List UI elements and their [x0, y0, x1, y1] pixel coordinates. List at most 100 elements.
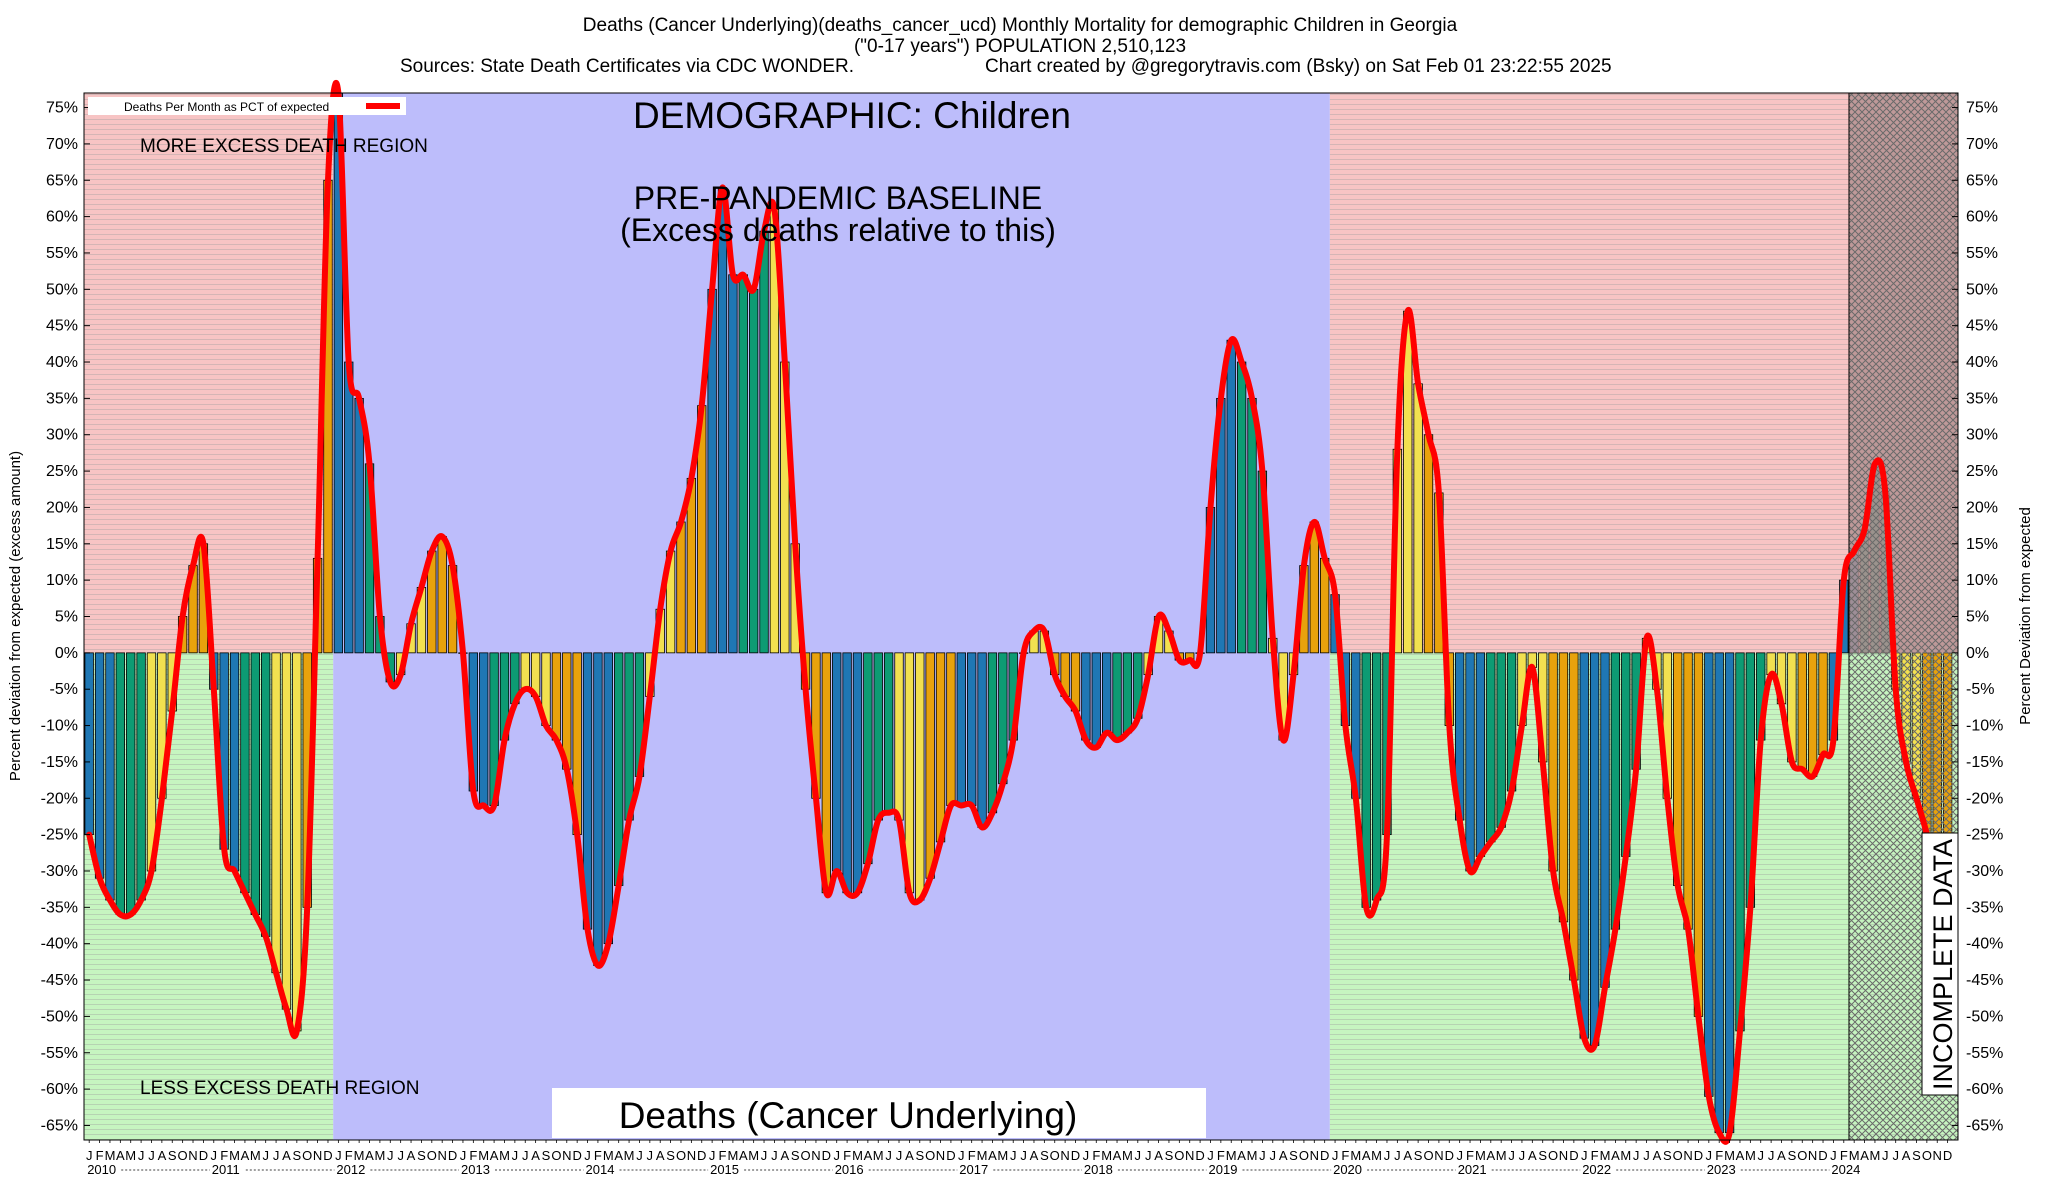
- x-tick-month: J: [1010, 1148, 1017, 1163]
- x-tick-month: M: [727, 1148, 738, 1163]
- bar-118: [1309, 521, 1319, 654]
- y-tick-label-right: -65%: [1966, 1117, 2003, 1134]
- x-tick-month: S: [1538, 1148, 1547, 1163]
- x-tick-month: D: [573, 1148, 582, 1163]
- y-tick-label-left: -65%: [41, 1117, 78, 1134]
- x-tick-month: S: [915, 1148, 924, 1163]
- bar-45: [551, 652, 562, 741]
- x-tick-month: O: [551, 1148, 561, 1163]
- x-tick-month: S: [666, 1148, 675, 1163]
- x-tick-month: J: [86, 1148, 93, 1163]
- x-tick-month: J: [896, 1148, 903, 1163]
- chart-title-line2: ("0-17 years") POPULATION 2,510,123: [854, 36, 1186, 57]
- bar-49: [593, 652, 603, 966]
- baseline-region: [333, 93, 1330, 1140]
- x-tick-month: F: [843, 1148, 851, 1163]
- y-tick-label-left: 15%: [46, 536, 78, 553]
- x-tick-month: S: [542, 1148, 551, 1163]
- x-tick-month: M: [1371, 1148, 1382, 1163]
- x-tick-month: J: [1456, 1148, 1463, 1163]
- bar-5: [136, 652, 146, 901]
- x-tick-month: A: [241, 1148, 250, 1163]
- bar-98: [1102, 652, 1112, 734]
- x-tick-month: F: [1092, 1148, 1100, 1163]
- chart-title-sources: Sources: State Death Certificates via CD…: [400, 56, 854, 77]
- x-tick-month: F: [1466, 1148, 1474, 1163]
- bar-87: [987, 652, 998, 814]
- x-tick-month: J: [1519, 1148, 1526, 1163]
- bar-42: [520, 652, 530, 690]
- x-tick-month: J: [460, 1148, 467, 1163]
- y-tick-label-left: 25%: [46, 463, 78, 480]
- bar-144: [1579, 652, 1589, 1039]
- x-tick-month: M: [852, 1148, 863, 1163]
- bar-146: [1600, 652, 1610, 988]
- x-tick-month: J: [771, 1148, 778, 1163]
- y-tick-label-left: -30%: [41, 863, 78, 880]
- x-tick-month: S: [1663, 1148, 1672, 1163]
- x-tick-month: S: [1040, 1148, 1049, 1163]
- y-tick-label-left: 60%: [46, 209, 78, 226]
- y-tick-label-left: 40%: [46, 354, 78, 371]
- bar-157: [1714, 652, 1724, 1134]
- bar-34: [437, 536, 447, 654]
- bar-73: [842, 652, 852, 894]
- x-tick-month: N: [1185, 1148, 1194, 1163]
- bar-165: [1797, 652, 1807, 770]
- x-tick-month: S: [1788, 1148, 1797, 1163]
- bar-86: [977, 652, 987, 828]
- x-tick-month: M: [250, 1148, 261, 1163]
- x-tick-month: N: [1683, 1148, 1692, 1163]
- x-tick-month: A: [905, 1148, 914, 1163]
- x-tick-month: M: [1475, 1148, 1486, 1163]
- x-tick-year: 2012: [336, 1162, 365, 1177]
- x-tick-year: 2013: [461, 1162, 490, 1177]
- x-tick-month: J: [1830, 1148, 1837, 1163]
- bar-166: [1807, 652, 1818, 777]
- x-tick-month: M: [997, 1148, 1008, 1163]
- chart-title-credit: Chart created by @gregorytravis.com (Bsk…: [985, 56, 1612, 77]
- y-tick-label-left: -5%: [50, 681, 78, 698]
- x-tick-month: A: [116, 1148, 125, 1163]
- x-tick-month: N: [562, 1148, 571, 1163]
- y-tick-label-left: 5%: [55, 609, 78, 626]
- x-tick-month: F: [1715, 1148, 1723, 1163]
- bar-135: [1486, 652, 1496, 843]
- x-tick-month: M: [603, 1148, 614, 1163]
- bar-129: [1423, 434, 1434, 654]
- x-tick-month: A: [1528, 1148, 1537, 1163]
- x-tick-month: J: [761, 1148, 768, 1163]
- x-tick-month: N: [1434, 1148, 1443, 1163]
- x-tick-month: M: [977, 1148, 988, 1163]
- y-tick-label-left: -50%: [41, 1008, 78, 1025]
- x-tick-month: J: [1757, 1148, 1764, 1163]
- y-tick-label-left: -60%: [41, 1081, 78, 1098]
- x-tick-month: O: [302, 1148, 312, 1163]
- bar-38: [479, 652, 489, 806]
- x-tick-month: M: [1350, 1148, 1361, 1163]
- x-tick-month: S: [1165, 1148, 1174, 1163]
- x-tick-month: J: [1332, 1148, 1339, 1163]
- bar-0: [84, 652, 94, 836]
- x-tick-month: M: [105, 1148, 116, 1163]
- x-tick-month: S: [1289, 1148, 1298, 1163]
- x-tick-year: 2021: [1458, 1162, 1487, 1177]
- x-tick-month: A: [1237, 1148, 1246, 1163]
- x-tick-month: O: [1797, 1148, 1807, 1163]
- x-tick-month: O: [1548, 1148, 1558, 1163]
- x-tick-month: F: [594, 1148, 602, 1163]
- bar-20: [292, 652, 302, 1032]
- bar-143: [1569, 652, 1579, 981]
- x-tick-month: D: [1569, 1148, 1578, 1163]
- x-tick-year: 2014: [586, 1162, 615, 1177]
- x-tick-year: 2022: [1582, 1162, 1611, 1177]
- x-tick-month: J: [335, 1148, 342, 1163]
- x-tick-month: M: [1869, 1148, 1880, 1163]
- x-tick-year: 2019: [1209, 1162, 1238, 1177]
- x-tick-month: O: [1423, 1148, 1433, 1163]
- x-tick-month: J: [958, 1148, 965, 1163]
- x-tick-month: S: [1414, 1148, 1423, 1163]
- x-tick-month: S: [168, 1148, 177, 1163]
- x-tick-month: J: [1768, 1148, 1775, 1163]
- x-tick-month: O: [178, 1148, 188, 1163]
